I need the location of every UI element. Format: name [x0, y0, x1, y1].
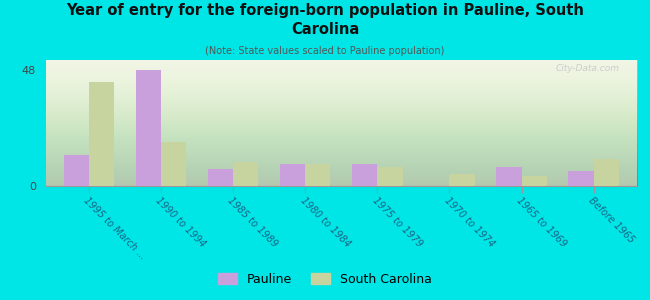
Bar: [161, 142, 186, 186]
Bar: [377, 167, 402, 186]
Text: (Note: State values scaled to Pauline population): (Note: State values scaled to Pauline po…: [205, 46, 445, 56]
Bar: [233, 162, 258, 186]
Text: Year of entry for the foreign-born population in Pauline, South
Carolina: Year of entry for the foreign-born popul…: [66, 3, 584, 37]
Bar: [306, 164, 330, 186]
Bar: [280, 164, 305, 186]
Bar: [352, 164, 377, 186]
Bar: [449, 174, 474, 186]
Bar: [64, 154, 89, 186]
Bar: [208, 169, 233, 186]
Bar: [497, 167, 521, 186]
Bar: [569, 172, 593, 186]
Legend: Pauline, South Carolina: Pauline, South Carolina: [213, 268, 437, 291]
Bar: [136, 70, 161, 186]
Bar: [593, 159, 619, 186]
Text: City-Data.com: City-Data.com: [555, 64, 619, 73]
Bar: [89, 82, 114, 186]
Bar: [521, 176, 547, 186]
